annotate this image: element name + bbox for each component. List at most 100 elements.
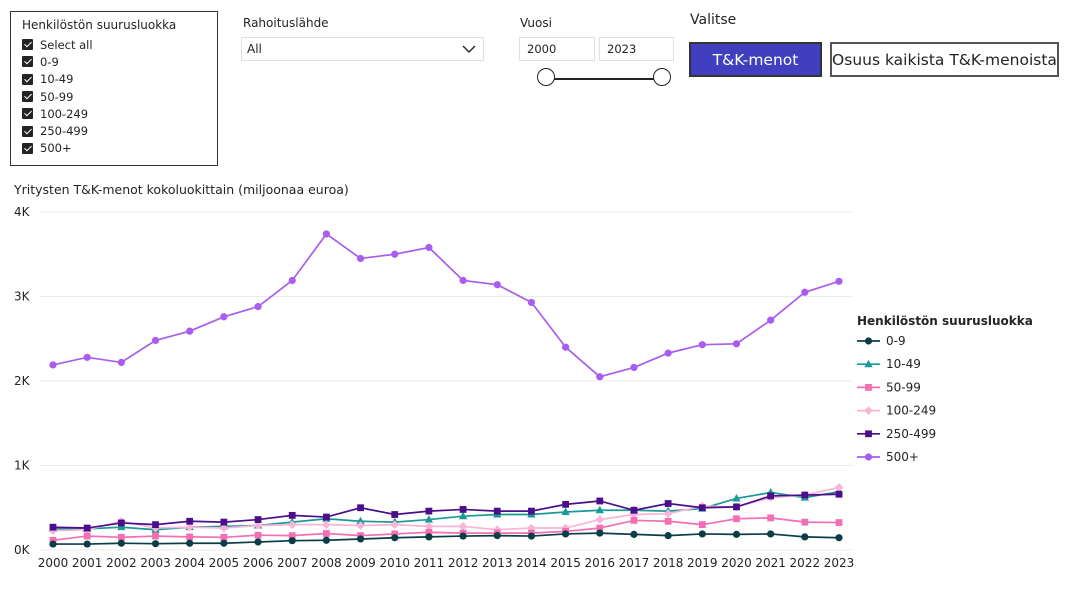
data-point[interactable] [152,521,159,529]
data-point[interactable] [288,276,296,285]
data-point[interactable] [186,539,194,547]
data-point[interactable] [835,277,843,285]
data-point[interactable] [288,537,296,545]
data-point[interactable] [322,513,330,521]
data-point[interactable] [391,534,399,542]
data-point[interactable] [630,530,638,538]
data-point[interactable] [152,532,159,540]
data-point[interactable] [732,530,741,538]
rd-expenditure-button[interactable]: T&K-menot [689,42,822,77]
data-point[interactable] [186,517,194,525]
data-point[interactable] [322,520,331,529]
data-point[interactable] [83,353,91,361]
data-point[interactable] [767,492,775,500]
slicer-item[interactable]: 500+ [22,140,217,157]
year-from-input[interactable]: 2000 [519,37,595,61]
data-point[interactable] [733,503,740,511]
data-point[interactable] [391,511,399,518]
data-point[interactable] [254,538,262,546]
data-point[interactable] [493,281,501,289]
data-point[interactable] [117,522,126,531]
data-point[interactable] [698,521,706,529]
data-point[interactable] [663,509,673,518]
data-point[interactable] [664,517,672,525]
data-point[interactable] [835,490,843,498]
data-point[interactable] [424,522,434,531]
legend-item[interactable]: 50-99 [857,380,921,394]
data-point[interactable] [459,506,467,513]
data-point[interactable] [596,524,604,532]
year-slider-end-handle[interactable] [653,68,671,86]
data-point[interactable] [493,507,501,515]
data-point[interactable] [322,536,330,544]
data-point[interactable] [630,363,638,372]
data-point[interactable] [117,539,125,547]
data-point[interactable] [458,511,468,520]
data-point[interactable] [801,288,809,296]
data-point[interactable] [254,531,262,539]
year-slider-start-handle[interactable] [537,68,555,86]
data-point[interactable] [835,534,843,542]
data-point[interactable] [49,540,57,548]
data-point[interactable] [698,341,706,349]
data-point[interactable] [49,523,57,531]
slicer-item[interactable]: 0-9 [22,53,217,70]
data-point[interactable] [83,524,91,532]
data-point[interactable] [595,515,605,524]
data-point[interactable] [698,530,706,538]
legend-item[interactable]: 0-9 [857,334,906,348]
data-point[interactable] [801,518,809,526]
data-point[interactable] [562,343,570,351]
data-point[interactable] [801,491,809,499]
data-point[interactable] [117,533,125,541]
data-point[interactable] [83,532,91,540]
data-point[interactable] [49,361,57,369]
legend-item[interactable]: 500+ [857,450,919,464]
data-point[interactable] [322,230,330,238]
checkbox-checked-icon[interactable] [22,73,33,85]
data-point[interactable] [220,518,228,526]
data-point[interactable] [83,540,91,548]
data-point[interactable] [219,523,229,533]
data-point[interactable] [698,504,706,512]
checkbox-checked-icon[interactable] [22,108,33,120]
checkbox-checked-icon[interactable] [22,91,33,103]
data-point[interactable] [356,521,365,530]
data-point[interactable] [357,504,364,512]
data-point[interactable] [356,535,365,543]
legend-item[interactable]: 10-49 [857,357,921,371]
data-point[interactable] [254,303,262,311]
data-point[interactable] [767,530,775,538]
data-point[interactable] [630,517,638,524]
legend-item[interactable]: 250-499 [857,427,936,441]
data-point[interactable] [733,515,740,523]
data-point[interactable] [595,505,604,514]
data-point[interactable] [391,250,399,258]
data-point[interactable] [390,520,400,529]
data-point[interactable] [767,514,775,522]
data-point[interactable] [732,493,741,502]
data-point[interactable] [288,511,296,519]
data-point[interactable] [596,497,604,505]
data-point[interactable] [287,520,297,529]
data-point[interactable] [664,349,672,357]
data-point[interactable] [458,522,468,531]
slicer-item[interactable]: 250-499 [22,122,217,139]
data-point[interactable] [493,532,501,540]
data-point[interactable] [356,254,365,263]
data-point[interactable] [527,298,536,307]
data-point[interactable] [117,519,125,527]
data-point[interactable] [732,340,741,348]
legend-item[interactable]: 100-249 [857,404,936,418]
data-point[interactable] [834,483,844,492]
data-point[interactable] [151,336,160,345]
data-point[interactable] [801,533,809,541]
share-of-total-button[interactable]: Osuus kaikista T&K-menoista [830,42,1059,77]
data-point[interactable] [664,532,672,540]
data-point[interactable] [561,507,570,515]
data-point[interactable] [425,533,433,541]
data-point[interactable] [117,358,125,367]
data-point[interactable] [425,507,433,515]
slicer-item[interactable]: 50-99 [22,88,217,105]
data-point[interactable] [630,506,638,514]
